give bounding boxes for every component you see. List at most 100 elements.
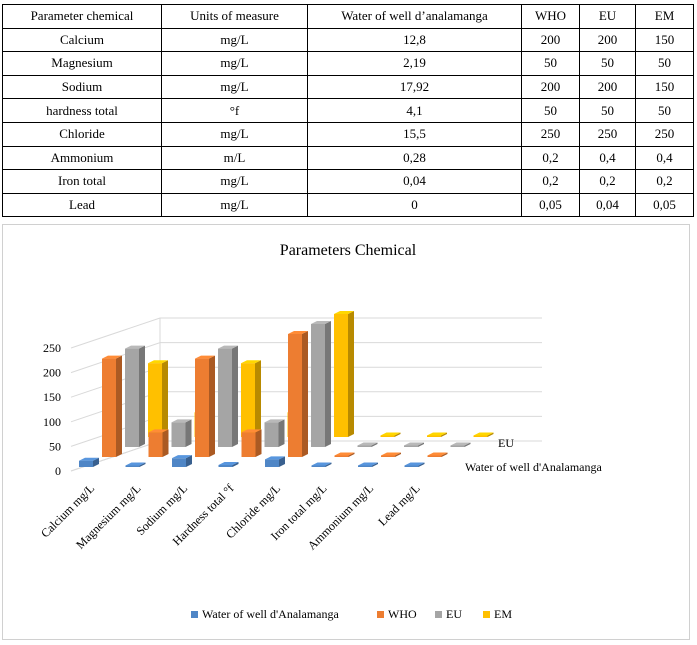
bar-side <box>255 429 262 457</box>
bar-front <box>195 358 209 457</box>
bar-side <box>418 442 424 447</box>
bar-front <box>172 458 186 467</box>
bar <box>79 457 99 467</box>
legend-swatch <box>435 611 442 618</box>
bar-side <box>418 462 425 467</box>
bar-front <box>404 465 419 467</box>
bar <box>334 452 355 457</box>
bar-side <box>348 311 354 437</box>
bar-front <box>265 459 279 467</box>
depth-axis-label: EU <box>498 436 514 450</box>
bar-top <box>334 311 354 314</box>
bar <box>241 360 261 437</box>
table-cell: 0 <box>307 192 522 218</box>
bar-top <box>125 345 145 349</box>
table-cell: 200 <box>579 27 636 53</box>
bar-side <box>279 456 285 467</box>
chart-container: Parameters Chemical 0 50 100 150 200 250 EU Wat… <box>2 224 690 640</box>
bar-top <box>79 457 99 461</box>
table-cell: 0,4 <box>635 145 694 171</box>
bar-front <box>311 465 326 467</box>
table-cell: 0,28 <box>307 145 522 171</box>
table-cell: mg/L <box>161 169 308 194</box>
bar-side <box>371 442 378 447</box>
table-cell: 150 <box>635 27 694 53</box>
legend-swatch <box>377 611 384 618</box>
bar-front <box>79 460 93 467</box>
table-cell: 50 <box>635 51 694 76</box>
table-cell: Lead <box>2 192 162 218</box>
table-cell: 250 <box>579 121 636 147</box>
table-row: Ammonium m/L 0,28 0,2 0,4 0,4 <box>2 145 694 171</box>
table-cell: 250 <box>521 121 580 147</box>
bar-top <box>334 452 355 456</box>
table-cell: 0,4 <box>579 145 636 171</box>
bar <box>358 462 378 467</box>
bar-top <box>148 360 168 364</box>
table-cell: Ammonium <box>2 145 162 171</box>
table-cell: 50 <box>579 51 636 76</box>
table-cell: 50 <box>579 98 636 123</box>
bar-top <box>404 462 425 466</box>
table-cell: Calcium <box>2 27 162 53</box>
bar-top <box>218 461 239 465</box>
bar-top <box>311 462 332 466</box>
bar-side <box>278 419 285 447</box>
bar-side <box>185 419 192 447</box>
bar-side <box>372 462 378 467</box>
y-tick-label: 50 <box>49 439 61 453</box>
bar-top <box>427 432 447 436</box>
table-cell: 15,5 <box>307 121 522 147</box>
bar-front <box>311 324 325 447</box>
bar-side <box>232 345 238 447</box>
bar-side <box>116 355 122 457</box>
table-cell: 50 <box>521 98 580 123</box>
bar-side <box>255 360 261 437</box>
chart-title: Parameters Chemical <box>280 242 417 259</box>
bar <box>241 429 262 457</box>
bar-front <box>125 348 139 447</box>
table-cell: 12,8 <box>307 27 522 53</box>
bar-side <box>464 442 471 447</box>
bar-side <box>186 455 192 467</box>
bar-top <box>102 355 122 359</box>
bar <box>148 429 169 457</box>
table-cell: Chloride <box>2 121 162 147</box>
table-cell: mg/L <box>161 51 308 76</box>
table-cell: mg/L <box>161 192 308 218</box>
x-tick-label: Lead mg/L <box>375 481 422 528</box>
bar-top <box>380 432 401 436</box>
bar <box>473 432 494 437</box>
bar-front <box>357 445 372 447</box>
legend-swatch <box>191 611 198 618</box>
bar <box>172 455 192 467</box>
table-cell: Sodium <box>2 74 162 100</box>
bar-front <box>427 455 442 457</box>
bar <box>427 452 448 457</box>
legend-label: Water of well d'Analamanga <box>202 607 339 621</box>
table-cell: mg/L <box>161 74 308 100</box>
bar-front <box>334 455 349 457</box>
bar <box>450 442 471 447</box>
bar-front <box>241 363 255 437</box>
bar-top <box>473 432 494 436</box>
table-cell: 150 <box>635 74 694 100</box>
y-tick-label: 200 <box>43 366 61 380</box>
table-cell: 250 <box>635 121 694 147</box>
bar-side <box>325 321 331 447</box>
bar <box>380 432 401 437</box>
bar-front <box>102 358 116 457</box>
bar <box>148 360 168 437</box>
legend-label: EM <box>494 607 512 621</box>
bar-side <box>232 461 239 467</box>
bar <box>218 345 238 447</box>
chart-bars <box>79 311 494 467</box>
bar <box>264 419 285 447</box>
table-cell: 50 <box>521 51 580 76</box>
table-cell: m/L <box>161 145 308 171</box>
bar-side <box>209 355 215 457</box>
bar-front <box>450 445 465 447</box>
bar-side <box>394 432 401 437</box>
bar-front <box>358 465 372 467</box>
bar-front <box>148 363 162 437</box>
